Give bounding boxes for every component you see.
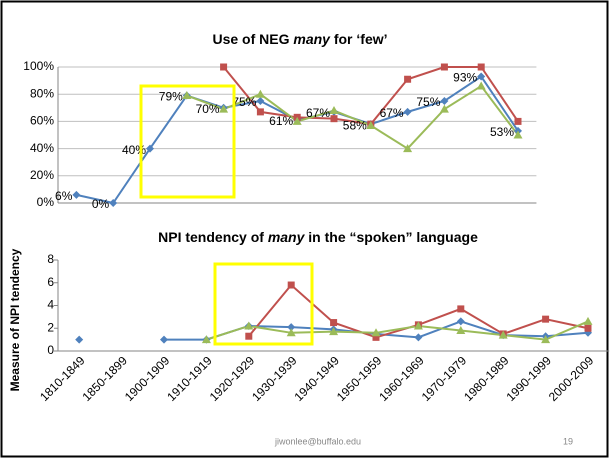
data-label: 67% <box>380 106 404 120</box>
marker <box>330 319 338 327</box>
data-label: 58% <box>343 118 367 132</box>
marker <box>75 335 84 344</box>
marker <box>513 130 523 139</box>
marker <box>256 97 265 105</box>
series-line <box>206 320 589 341</box>
marker <box>514 117 522 125</box>
marker <box>330 115 338 123</box>
title-part: many <box>268 229 306 245</box>
title-part: many <box>293 31 331 47</box>
marker <box>477 63 485 71</box>
data-label: 93% <box>453 71 477 85</box>
y-tick-label: 40% <box>30 141 54 155</box>
data-label: 6% <box>55 189 73 203</box>
y-tick-label: 4 <box>47 298 54 312</box>
marker <box>541 335 551 344</box>
marker <box>477 72 486 81</box>
title-part: NPI tendency of <box>158 229 268 245</box>
y-tick-label: 6 <box>47 275 54 289</box>
y-tick-label: 20% <box>30 168 54 182</box>
marker <box>372 333 380 341</box>
series-line <box>186 84 519 150</box>
title-part: in the “spoken” language <box>304 229 478 245</box>
marker <box>583 316 593 325</box>
marker <box>371 328 381 337</box>
marker <box>476 81 486 90</box>
page-number: 19 <box>563 436 573 446</box>
marker <box>160 335 168 344</box>
marker <box>456 317 465 326</box>
marker <box>440 63 448 71</box>
marker <box>255 89 265 98</box>
marker <box>72 190 81 199</box>
y-tick-label: 60% <box>30 114 54 128</box>
marker <box>201 335 211 344</box>
data-label: 67% <box>306 106 330 120</box>
y-tick-label: 8 <box>47 252 54 266</box>
marker <box>109 199 118 207</box>
marker <box>413 321 423 330</box>
marker <box>542 315 550 323</box>
marker <box>456 326 466 335</box>
marker <box>244 321 254 330</box>
highlight-box <box>139 84 236 199</box>
marker <box>292 116 302 125</box>
marker <box>182 91 192 100</box>
marker <box>404 75 412 83</box>
marker <box>146 144 154 153</box>
marker <box>403 144 413 153</box>
marker <box>329 106 339 115</box>
marker <box>329 327 339 336</box>
data-label: 61% <box>269 114 293 128</box>
y-tick-label: 100% <box>23 59 54 73</box>
marker <box>256 108 264 116</box>
marker <box>439 104 449 113</box>
title-part: Use of NEG <box>212 31 293 47</box>
data-label: 0% <box>92 197 110 211</box>
data-label: 40% <box>122 143 146 157</box>
marker <box>219 104 229 113</box>
marker <box>498 330 508 339</box>
footer-email: jiwonlee@buffalo.edu <box>274 436 361 446</box>
marker <box>286 328 296 337</box>
y-tick-label: 2 <box>47 320 54 334</box>
data-label: 79% <box>159 90 183 104</box>
marker <box>220 63 228 71</box>
data-label: 70% <box>196 102 220 116</box>
y-axis-title: Measure of NPI tendency <box>8 248 22 391</box>
marker <box>366 120 376 129</box>
data-label: 53% <box>490 125 514 139</box>
marker <box>440 97 449 105</box>
chart-title: NPI tendency of many in the “spoken” lan… <box>158 229 478 245</box>
marker <box>403 107 412 116</box>
chart-title: Use of NEG many for ‘few’ <box>212 31 387 47</box>
marker <box>414 333 423 342</box>
marker <box>287 281 295 289</box>
y-tick-label: 0 <box>47 343 54 357</box>
marker <box>287 323 296 332</box>
y-tick-label: 0% <box>37 195 55 209</box>
data-label: 75% <box>232 95 256 109</box>
data-label: 75% <box>416 95 440 109</box>
title-part: for ‘few’ <box>330 31 388 47</box>
highlight-box <box>213 262 314 346</box>
marker <box>245 332 253 340</box>
marker <box>457 305 465 313</box>
y-tick-label: 80% <box>30 86 54 100</box>
marker <box>584 324 592 332</box>
